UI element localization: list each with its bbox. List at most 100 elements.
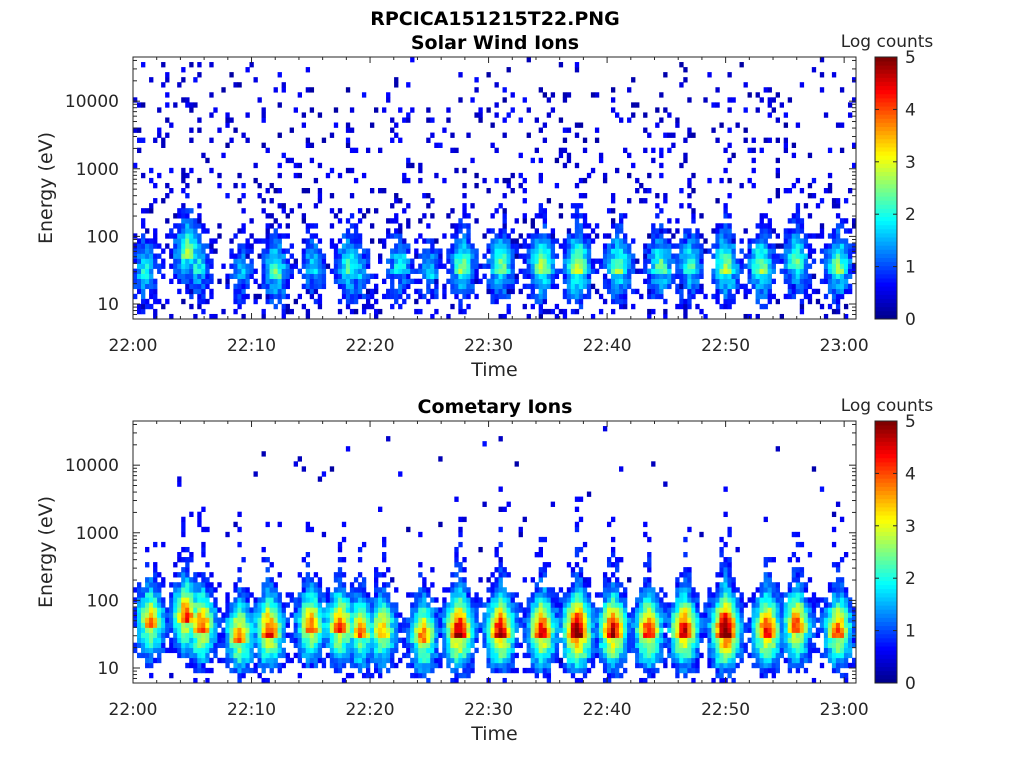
heatmap-cell — [145, 258, 150, 264]
heatmap-cell — [723, 147, 728, 154]
colorbar-tick-label: 1 — [905, 258, 916, 278]
heatmap-cell — [241, 223, 246, 229]
heatmap-cell — [402, 253, 407, 259]
heatmap-cell — [807, 283, 813, 290]
heatmap-cell — [606, 677, 612, 684]
heatmap-cell — [153, 642, 158, 649]
heatmap-cell — [827, 263, 833, 269]
heatmap-cell — [205, 253, 210, 259]
heatmap-cell — [570, 662, 576, 669]
heatmap-cell — [241, 228, 246, 234]
heatmap-cell — [430, 607, 435, 613]
heatmap-cell — [651, 238, 656, 244]
heatmap-cell — [586, 577, 592, 583]
heatmap-cell — [610, 607, 616, 613]
heatmap-cell — [410, 642, 415, 649]
heatmap-cell — [265, 243, 270, 249]
heatmap-cell — [265, 592, 270, 598]
heatmap-cell — [165, 92, 170, 98]
heatmap-cell — [361, 597, 367, 603]
heatmap-cell — [723, 268, 728, 274]
heatmap-cell — [394, 617, 399, 623]
heatmap-cell — [554, 283, 560, 290]
heatmap-cell — [237, 293, 242, 300]
heatmap-cell — [293, 258, 298, 264]
heatmap-cell — [703, 293, 708, 300]
heatmap-cell — [434, 248, 439, 254]
heatmap-cell — [635, 288, 640, 295]
heatmap-cell — [357, 627, 363, 633]
heatmap-cell — [233, 652, 238, 659]
heatmap-cell — [466, 667, 471, 674]
heatmap-cell — [695, 233, 700, 239]
heatmap-cell — [566, 657, 572, 664]
heatmap-cell — [538, 233, 543, 239]
heatmap-cell — [835, 298, 841, 305]
heatmap-cell — [333, 662, 339, 669]
heatmap-cell — [446, 107, 451, 113]
heatmap-cell — [402, 238, 407, 244]
heatmap-cell — [269, 587, 274, 593]
heatmap-cell — [410, 632, 415, 638]
heatmap-cell — [305, 607, 311, 613]
heatmap-cell — [458, 567, 463, 573]
heatmap-cell — [847, 248, 853, 254]
heatmap-cell — [699, 253, 704, 259]
heatmap-cell — [727, 193, 732, 199]
heatmap-cell — [458, 642, 463, 649]
heatmap-cell — [181, 587, 186, 593]
heatmap-cell — [241, 298, 246, 305]
heatmap-cell — [574, 617, 580, 623]
heatmap-cell — [329, 208, 335, 214]
heatmap-cell — [422, 258, 427, 264]
heatmap-cell — [165, 233, 170, 239]
heatmap-cell — [426, 637, 431, 643]
heatmap-cell — [321, 263, 327, 269]
heatmap-cell — [209, 238, 214, 244]
heatmap-cell — [361, 92, 367, 98]
heatmap-cell — [337, 218, 343, 224]
heatmap-cell — [538, 652, 543, 659]
heatmap-cell — [747, 268, 752, 274]
heatmap-cell — [378, 617, 383, 623]
heatmap-cell — [478, 278, 483, 285]
heatmap-cell — [141, 602, 146, 608]
heatmap-cell — [157, 657, 162, 664]
heatmap-cell — [378, 308, 383, 315]
heatmap-cell — [365, 657, 371, 664]
heatmap-cell — [349, 213, 355, 219]
heatmap-cell — [679, 293, 684, 300]
heatmap-cell — [205, 526, 210, 533]
heatmap-cell — [550, 597, 556, 603]
heatmap-cell — [341, 597, 347, 603]
heatmap-cell — [313, 177, 319, 184]
heatmap-cell — [582, 541, 588, 548]
heatmap-cell — [349, 258, 355, 264]
heatmap-cell — [349, 233, 355, 239]
heatmap-cell — [197, 597, 202, 603]
heatmap-cell — [651, 157, 656, 164]
heatmap-cell — [502, 273, 507, 279]
heatmap-cell — [329, 238, 335, 244]
heatmap-cell — [715, 298, 720, 305]
heatmap-cell — [574, 208, 580, 214]
heatmap-cell — [835, 263, 841, 269]
heatmap-cell — [506, 248, 511, 254]
heatmap-cell — [767, 243, 772, 249]
heatmap-cell — [173, 597, 178, 603]
heatmap-cell — [815, 298, 821, 305]
heatmap-cell — [382, 622, 387, 628]
heatmap-cell — [759, 293, 764, 300]
heatmap-cell — [209, 167, 214, 174]
heatmap-cell — [173, 102, 178, 108]
heatmap-cell — [309, 617, 315, 623]
heatmap-cell — [277, 298, 282, 305]
heatmap-cell — [237, 647, 242, 654]
heatmap-cell — [466, 258, 471, 264]
heatmap-cell — [185, 248, 190, 254]
heatmap-cell — [141, 642, 146, 649]
heatmap-cell — [623, 657, 628, 664]
heatmap-cell — [570, 203, 576, 209]
heatmap-cell — [169, 617, 174, 623]
heatmap-cell — [426, 193, 431, 199]
